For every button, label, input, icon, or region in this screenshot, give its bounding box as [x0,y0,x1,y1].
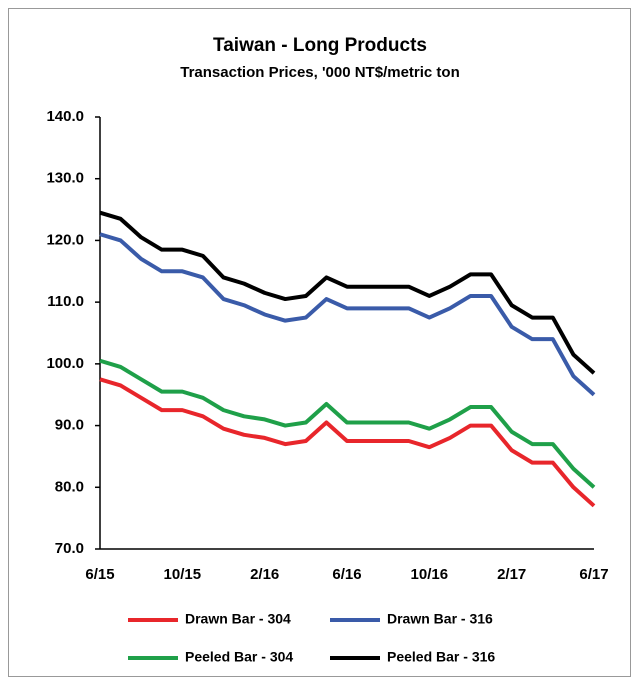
x-tick-label: 6/15 [85,566,114,583]
x-tick-label: 10/16 [411,566,449,583]
chart-frame [8,8,631,677]
x-tick-label: 2/16 [250,566,279,583]
x-tick-label: 2/17 [497,566,526,583]
legend-label: Drawn Bar - 304 [185,611,291,627]
series-line [99,377,596,508]
legend-label: Drawn Bar - 316 [387,611,493,627]
y-tick-label: 120.0 [46,231,84,248]
y-tick-label: 130.0 [46,170,84,187]
chart-subtitle: Transaction Prices, '000 NT$/metric ton [180,64,460,81]
y-tick-label: 90.0 [55,417,84,434]
x-tick-label: 6/16 [332,566,361,583]
y-tick-label: 80.0 [55,478,84,495]
chart-title: Taiwan - Long Products [213,35,427,56]
y-tick-label: 70.0 [55,540,84,557]
y-tick-label: 110.0 [47,293,84,310]
series-line [99,358,596,489]
y-tick-label: 100.0 [46,355,84,372]
x-tick-label: 10/15 [164,566,202,583]
legend-label: Peeled Bar - 304 [185,649,293,665]
series-line [99,210,596,375]
series-line [99,232,596,397]
y-tick-label: 140.0 [46,108,84,125]
x-tick-label: 6/17 [579,566,608,583]
legend-label: Peeled Bar - 316 [387,649,495,665]
